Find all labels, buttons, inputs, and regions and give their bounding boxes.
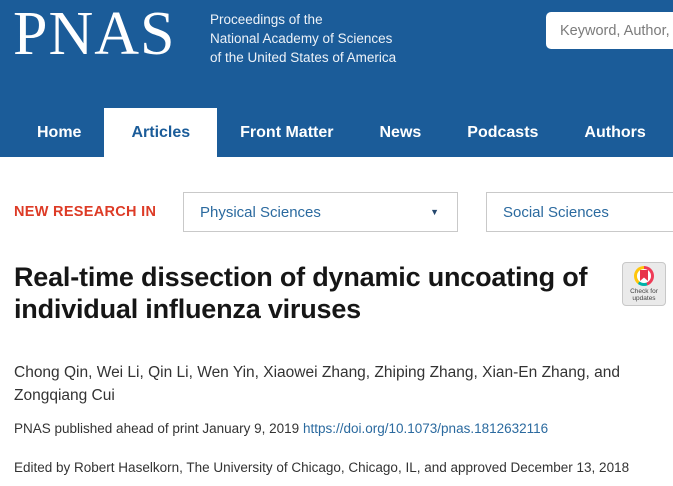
nav-item-news[interactable]: News — [379, 124, 422, 141]
nav-item-authors[interactable]: Authors — [584, 124, 646, 141]
badge-label: Check for updates — [630, 288, 658, 302]
title-row: Real-time dissection of dynamic uncoatin… — [14, 262, 673, 325]
social-sciences-dropdown[interactable]: Social Sciences ▼ — [486, 192, 673, 232]
nav-item-articles[interactable]: Articles — [104, 108, 218, 157]
physical-sciences-dropdown[interactable]: Physical Sciences ▼ — [183, 192, 458, 232]
author-line: Zongqiang Cui — [14, 387, 115, 404]
publication-info: PNAS published ahead of print January 9,… — [14, 421, 673, 436]
author-list: Chong Qin, Wei Li, Qin Li, Wen Yin, Xiao… — [14, 361, 673, 407]
author-line: Chong Qin, Wei Li, Qin Li, Wen Yin, Xiao… — [14, 364, 620, 381]
search-input[interactable] — [546, 12, 673, 49]
check-for-updates-button[interactable]: Check for updates — [622, 262, 666, 306]
bookmark-icon — [640, 270, 648, 281]
editor-note-line: Edited by Robert Haselkorn, The Universi… — [14, 460, 630, 475]
dropdown-value: Social Sciences — [503, 203, 609, 221]
dropdown-value: Physical Sciences — [200, 203, 321, 221]
new-research-label: NEW RESEARCH IN — [14, 204, 157, 220]
article-title: Real-time dissection of dynamic uncoatin… — [14, 262, 588, 324]
main-nav: Home Articles Front Matter News Podcasts… — [0, 108, 669, 157]
pnas-logo[interactable]: PNAS — [13, 0, 176, 68]
site-tagline: Proceedings of the National Academy of S… — [210, 10, 396, 67]
nav-item-front-matter[interactable]: Front Matter — [240, 124, 334, 141]
site-header: PNAS Proceedings of the National Academy… — [0, 0, 673, 157]
doi-link[interactable]: https://doi.org/10.1073/pnas.1812632116 — [302, 421, 549, 436]
crossmark-icon — [634, 266, 654, 286]
chevron-down-icon: ▼ — [430, 207, 439, 217]
nav-item-podcasts[interactable]: Podcasts — [467, 124, 539, 141]
published-text: PNAS published ahead of print January 9,… — [14, 421, 303, 436]
new-research-bar: NEW RESEARCH IN Physical Sciences ▼ Soci… — [14, 192, 673, 232]
article-header: Real-time dissection of dynamic uncoatin… — [0, 262, 673, 486]
tagline-line: National Academy of Sciences — [210, 31, 393, 46]
editor-note: Edited by Robert Haselkorn, The Universi… — [14, 455, 673, 486]
tagline-line: of the United States of America — [210, 50, 397, 65]
tagline-line: Proceedings of the — [210, 12, 323, 27]
nav-item-home[interactable]: Home — [37, 124, 82, 141]
